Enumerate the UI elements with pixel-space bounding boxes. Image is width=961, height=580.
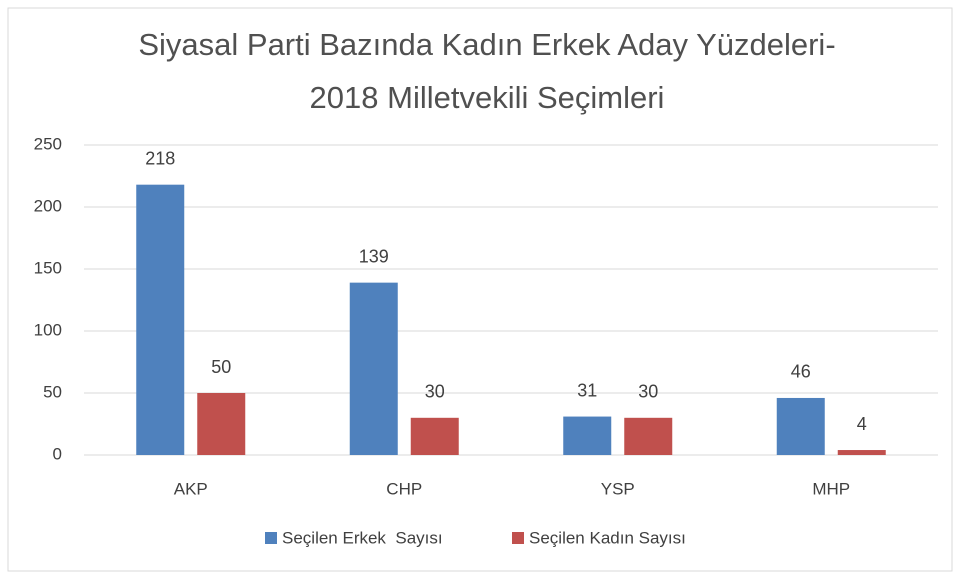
value-label: 30 bbox=[638, 382, 658, 402]
bar bbox=[410, 417, 459, 455]
bar bbox=[837, 450, 886, 455]
bar bbox=[197, 393, 246, 455]
y-tick-label: 100 bbox=[34, 320, 62, 339]
y-tick-label: 200 bbox=[34, 196, 62, 215]
bar bbox=[776, 397, 825, 455]
value-label: 218 bbox=[145, 148, 175, 168]
chart-title: Siyasal Parti Bazında Kadın Erkek Aday Y… bbox=[138, 27, 835, 62]
y-tick-label: 250 bbox=[34, 134, 62, 153]
bar bbox=[624, 417, 673, 455]
legend-label: Seçilen Kadın Sayısı bbox=[529, 528, 686, 547]
x-tick-label: MHP bbox=[812, 479, 850, 498]
bar bbox=[563, 416, 612, 455]
legend-swatch bbox=[512, 532, 524, 544]
value-label: 30 bbox=[425, 382, 445, 402]
bar bbox=[136, 184, 185, 455]
x-tick-label: YSP bbox=[601, 479, 635, 498]
y-tick-label: 150 bbox=[34, 258, 62, 277]
y-tick-label: 50 bbox=[43, 382, 62, 401]
x-tick-label: AKP bbox=[174, 479, 208, 498]
y-tick-label: 0 bbox=[53, 444, 62, 463]
legend-swatch bbox=[265, 532, 277, 544]
value-label: 46 bbox=[791, 362, 811, 382]
value-label: 139 bbox=[359, 246, 389, 266]
legend-label: Seçilen Erkek Sayısı bbox=[282, 528, 443, 547]
value-label: 31 bbox=[577, 380, 597, 400]
x-tick-label: CHP bbox=[386, 479, 422, 498]
value-label: 50 bbox=[211, 357, 231, 377]
value-label: 4 bbox=[857, 414, 867, 434]
chart-title: 2018 Milletvekili Seçimleri bbox=[310, 80, 665, 115]
bar bbox=[349, 282, 398, 455]
